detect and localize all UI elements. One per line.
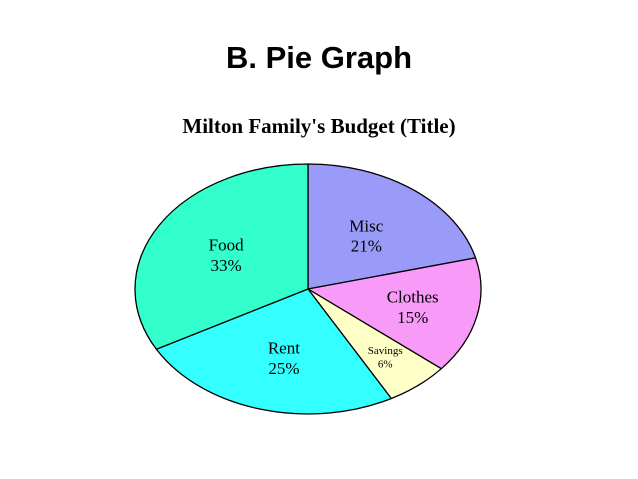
slice-value-savings: 6% — [378, 358, 393, 370]
chart-title: Milton Family's Budget (Title) — [182, 114, 456, 138]
slice-label-rent: Rent — [268, 339, 300, 358]
slice-label-clothes: Clothes — [387, 288, 439, 307]
slice-label-food: Food — [209, 236, 244, 255]
pie-slice-rent — [155, 288, 393, 415]
slide-title: B. Pie Graph — [225, 40, 413, 75]
pie-slices — [134, 163, 482, 415]
pie-slice-misc — [307, 163, 477, 290]
slice-label-misc: Misc — [349, 216, 383, 235]
pie-slice-food — [134, 163, 309, 351]
slice-label-savings: Savings — [368, 345, 403, 357]
slice-value-clothes: 15% — [397, 308, 428, 327]
pie-slice-clothes — [306, 257, 482, 370]
slice-value-rent: 25% — [268, 359, 299, 378]
slice-value-food: 33% — [211, 256, 242, 275]
slice-value-misc: 21% — [351, 237, 382, 256]
